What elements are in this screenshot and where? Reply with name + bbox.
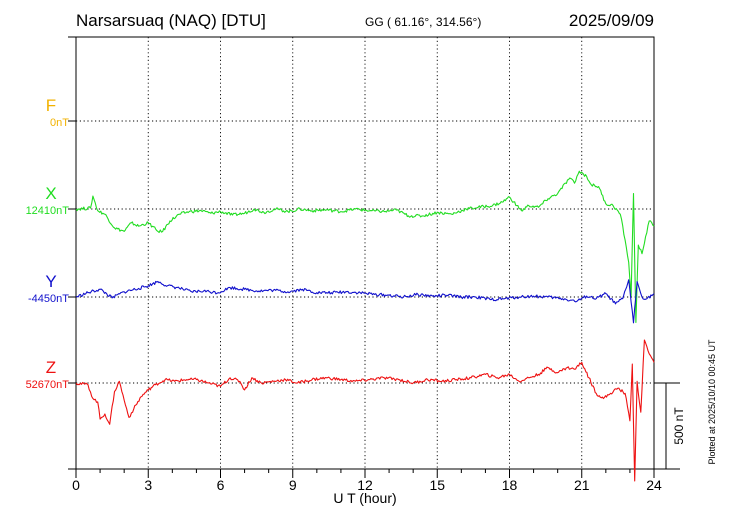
series-name-y: Y <box>45 272 56 291</box>
series-name-x: X <box>45 184 56 203</box>
x-axis-tick-label: 24 <box>646 477 662 493</box>
x-axis-tick-label: 12 <box>357 477 373 493</box>
series-line-x <box>75 170 655 324</box>
series-baseline-f: 0nT <box>50 117 69 129</box>
x-axis-label: U T (hour) <box>333 490 396 506</box>
series-line-y <box>75 279 655 324</box>
series-line-z <box>75 339 655 482</box>
series-label-layer: F 0nT X 12410nT Y -4450nT Z 52670nT <box>26 96 70 391</box>
x-axis-tick-label: 3 <box>144 477 152 493</box>
chart-date: 2025/09/09 <box>569 11 654 30</box>
x-axis-tick-label: 6 <box>217 477 225 493</box>
series-name-f: F <box>46 96 56 115</box>
x-axis-tick-label: 0 <box>72 477 80 493</box>
series-layer <box>75 170 655 482</box>
series-name-z: Z <box>46 358 56 377</box>
series-baseline-y: -4450nT <box>28 293 69 305</box>
x-axis-tick-label: 21 <box>574 477 590 493</box>
grid-layer <box>76 37 654 469</box>
series-baseline-x: 12410nT <box>26 205 70 217</box>
scale-bar: 500 nT <box>654 382 686 470</box>
chart-title: Narsarsuaq (NAQ) [DTU] <box>76 11 266 30</box>
series-baseline-z: 52670nT <box>26 379 70 391</box>
scale-bar-label: 500 nT <box>672 407 686 445</box>
x-axis-tick-label: 9 <box>289 477 297 493</box>
x-axis-tick-layer: 0 3 6 9 12 15 18 21 24 <box>68 36 662 493</box>
x-axis-tick-label: 15 <box>429 477 445 493</box>
plotted-timestamp: Plotted at 2025/10/10 00:45 UT <box>707 339 717 465</box>
x-axis-tick-label: 18 <box>502 477 518 493</box>
chart-coordinates: GG ( 61.16°, 314.56°) <box>365 15 481 29</box>
